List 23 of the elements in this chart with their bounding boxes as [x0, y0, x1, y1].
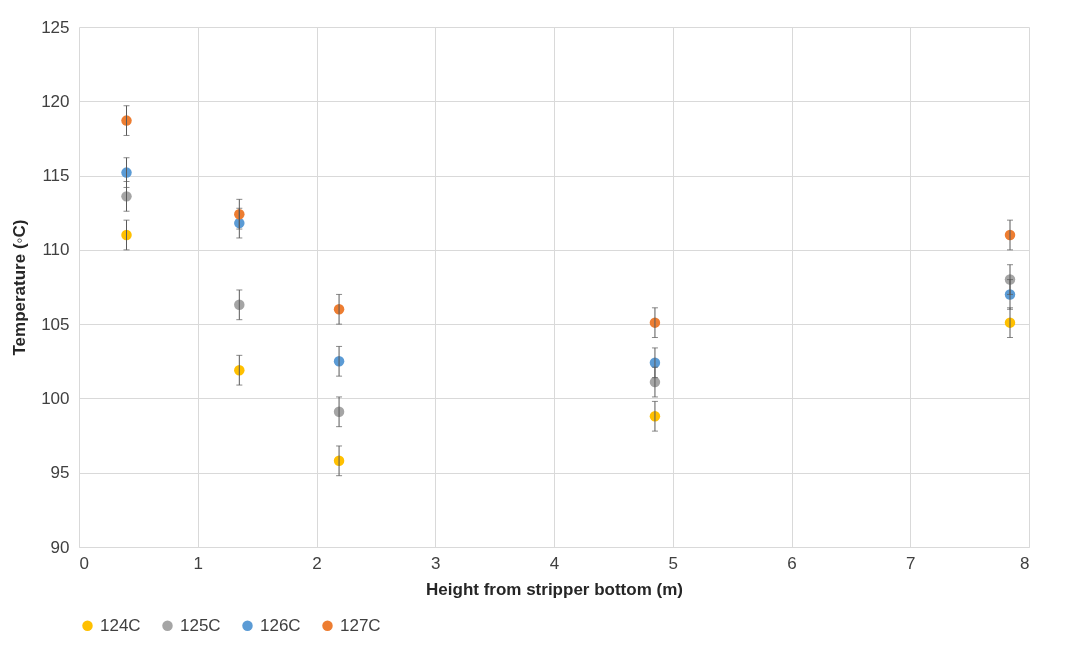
x-tick-label: 4 [549, 553, 560, 573]
x-tick-label: 8 [1020, 553, 1030, 573]
legend-label: 124C [100, 615, 141, 635]
y-tick-label: 115 [42, 166, 70, 186]
legend-label: 125C [180, 615, 221, 635]
legend-label: 127C [340, 615, 381, 635]
y-tick-label: 90 [50, 537, 70, 557]
x-tick-label: 5 [668, 553, 678, 573]
y-tick-label: 100 [41, 388, 70, 408]
x-tick-label: 3 [431, 553, 441, 573]
y-tick-label: 110 [42, 240, 70, 260]
x-tick-label: 1 [193, 553, 203, 573]
x-tick-label: 2 [312, 553, 322, 573]
y-tick-label: 125 [41, 17, 70, 37]
x-tick-label: 0 [79, 553, 89, 573]
x-tick-label: 7 [906, 553, 916, 573]
y-tick-label: 95 [50, 463, 70, 483]
y-tick-label: 105 [41, 314, 70, 334]
y-axis-title: Temperature (◦C) [10, 219, 30, 356]
y-tick-label: 120 [41, 91, 70, 111]
legend-label: 126C [260, 615, 301, 635]
x-axis-title: Height from stripper bottom (m) [426, 579, 683, 599]
x-tick-label: 6 [787, 553, 797, 573]
